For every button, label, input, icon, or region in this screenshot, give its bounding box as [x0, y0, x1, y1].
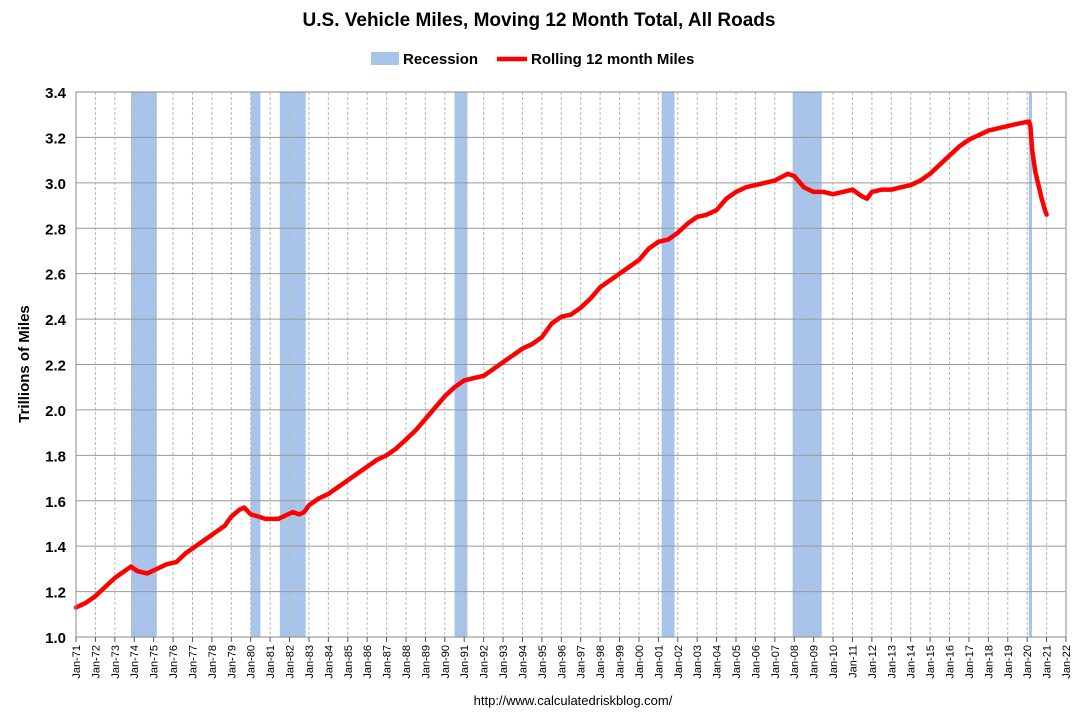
- legend: Recession Rolling 12 month Miles: [371, 51, 694, 68]
- y-tick-label: 2.8: [45, 221, 66, 238]
- y-tick-label: 3.4: [45, 85, 67, 102]
- y-axis-label: Trillions of Miles: [16, 305, 33, 423]
- x-tick-label: Jan-05: [731, 645, 743, 679]
- y-tick-label: 2.6: [45, 267, 66, 284]
- source-url: http://www.calculatedriskblog.com/: [474, 693, 673, 708]
- x-tick-label: Jan-81: [265, 645, 277, 679]
- gridlines: [76, 91, 1066, 638]
- x-tick-label: Jan-22: [1061, 645, 1073, 679]
- x-tick-label: Jan-89: [420, 645, 432, 679]
- y-tick-label: 2.2: [45, 358, 66, 375]
- y-tick-label: 2.0: [45, 403, 66, 420]
- x-tick-label: Jan-80: [246, 645, 258, 679]
- x-tick-label: Jan-14: [906, 645, 918, 679]
- legend-recession-label: Recession: [403, 51, 478, 68]
- x-tick-label: Jan-78: [207, 645, 219, 679]
- y-tick-label: 3.2: [45, 130, 66, 147]
- x-tick-label: Jan-20: [1022, 645, 1034, 679]
- x-tick-label: Jan-98: [595, 645, 607, 679]
- x-tick-label: Jan-12: [867, 645, 879, 679]
- x-tick-label: Jan-04: [712, 645, 724, 679]
- y-tick-label: 1.0: [45, 630, 66, 647]
- x-tick-label: Jan-16: [945, 645, 957, 679]
- x-tick-label: Jan-86: [362, 645, 374, 679]
- x-tick-label: Jan-91: [459, 645, 471, 679]
- x-tick-label: Jan-17: [964, 645, 976, 679]
- x-tick-label: Jan-19: [1003, 645, 1015, 679]
- y-tick-label: 1.6: [45, 494, 66, 511]
- y-tick-label: 3.0: [45, 176, 66, 193]
- x-tick-label: Jan-73: [110, 645, 122, 679]
- legend-recession-swatch: [371, 52, 399, 65]
- x-tick-label: Jan-08: [789, 645, 801, 679]
- x-tick-label: Jan-09: [809, 645, 821, 679]
- y-tick-labels: 1.0 1.2 1.4 1.6 1.8 2.0 2.2 2.4 2.6 2.8 3.0 3.2 3.4: [45, 85, 67, 647]
- x-tick-label: Jan-00: [634, 645, 646, 679]
- x-tick-label: Jan-95: [537, 645, 549, 679]
- x-tick-label: Jan-71: [71, 645, 83, 679]
- x-tick-label: Jan-06: [750, 645, 762, 679]
- x-tick-label: Jan-79: [226, 645, 238, 679]
- x-tick-label: Jan-13: [886, 645, 898, 679]
- x-tick-label: Jan-87: [382, 645, 394, 679]
- x-tick-label: Jan-94: [517, 645, 529, 679]
- x-tick-label: Jan-18: [983, 645, 995, 679]
- x-tick-label: Jan-15: [925, 645, 937, 679]
- y-tick-label: 1.8: [45, 448, 66, 465]
- x-tick-label: Jan-90: [440, 645, 452, 679]
- x-tick-label: Jan-92: [479, 645, 491, 679]
- y-tick-label: 1.4: [45, 539, 67, 556]
- series-lines: [73, 119, 1049, 610]
- x-tick-label: Jan-01: [653, 645, 665, 679]
- x-tick-label: Jan-75: [149, 645, 161, 679]
- x-tick-label: Jan-97: [576, 645, 588, 679]
- chart-title: U.S. Vehicle Miles, Moving 12 Month Tota…: [303, 10, 776, 31]
- x-tick-label: Jan-07: [770, 645, 782, 679]
- x-tick-label: Jan-10: [828, 645, 840, 679]
- x-tick-label: Jan-84: [323, 645, 335, 679]
- y-tick-label: 2.4: [45, 312, 67, 329]
- x-tick-label: Jan-85: [343, 645, 355, 679]
- x-tick-label: Jan-74: [129, 645, 141, 679]
- x-tick-label: Jan-83: [304, 645, 316, 679]
- x-tick-label: Jan-93: [498, 645, 510, 679]
- x-tick-label: Jan-11: [847, 645, 859, 678]
- series-line: [73, 119, 1049, 610]
- x-tick-label: Jan-77: [187, 645, 199, 679]
- x-tick-label: Jan-21: [1042, 645, 1054, 679]
- y-tick-label: 1.2: [45, 585, 66, 602]
- x-tick-label: Jan-99: [615, 645, 627, 679]
- axes: [75, 91, 1067, 642]
- x-tick-label: Jan-96: [556, 645, 568, 679]
- x-tick-label: Jan-88: [401, 645, 413, 679]
- x-tick-label: Jan-03: [692, 645, 704, 679]
- x-tick-label: Jan-76: [168, 645, 180, 679]
- x-tick-labels: Jan-71 Jan-72 Jan-73 Jan-74 Jan-75 Jan-76 Jan-…: [71, 645, 1073, 679]
- x-tick-label: Jan-82: [285, 645, 297, 679]
- plot-frame: [75, 91, 1067, 638]
- legend-series-label: Rolling 12 month Miles: [531, 51, 694, 68]
- x-tick-label: Jan-72: [90, 645, 102, 679]
- x-tick-label: Jan-02: [673, 645, 685, 679]
